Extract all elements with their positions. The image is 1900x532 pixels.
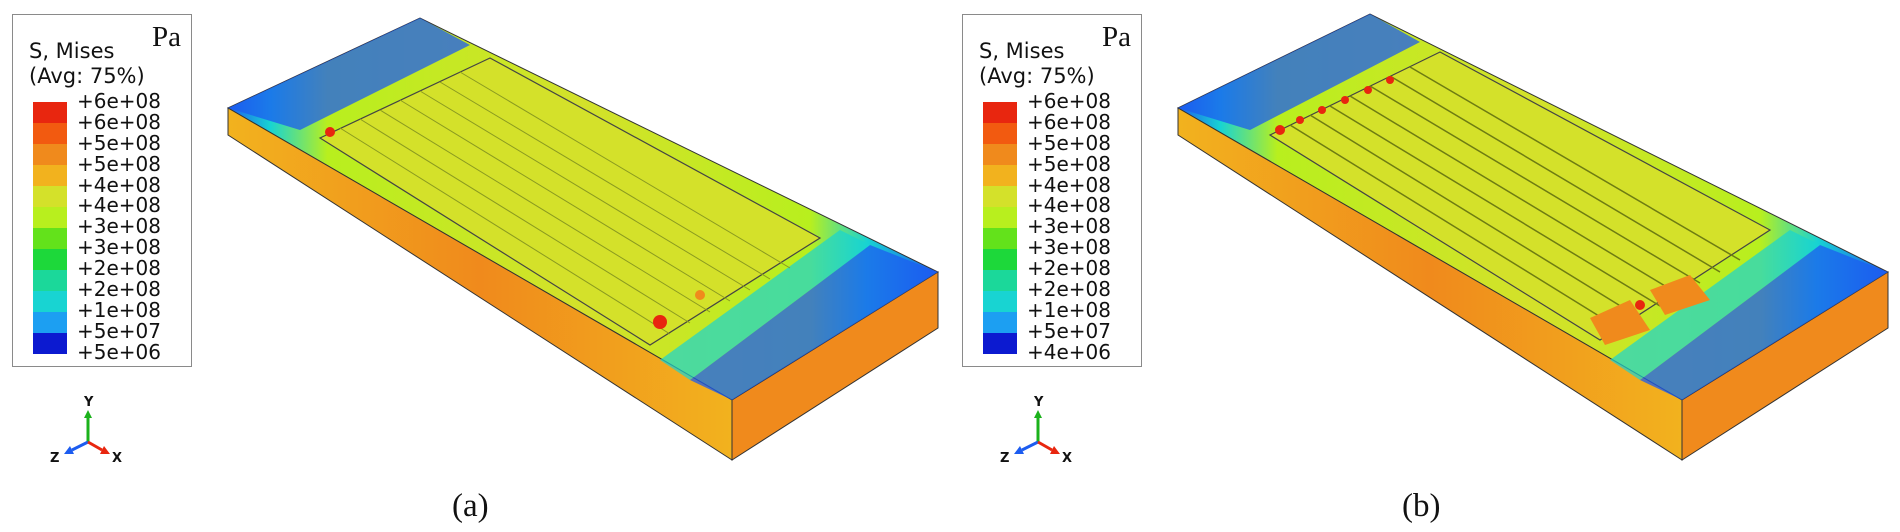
stress-contour-plate-a	[226, 17, 940, 461]
corner-cyan-region	[660, 230, 870, 380]
panel-b: S, Mises (Avg: 75%) Pa +6e+08 +6e+08 +5e…	[950, 0, 1900, 532]
legend-value: +3e+08	[1027, 235, 1111, 260]
plate-right-side	[1681, 271, 1889, 461]
legend-swatch	[33, 249, 67, 270]
legend-value: +6e+08	[77, 109, 161, 134]
legend-swatch	[983, 249, 1017, 270]
legend-swatch	[983, 102, 1017, 123]
legend-swatch	[33, 228, 67, 249]
legend-swatch	[983, 123, 1017, 144]
legend-value: +5e+06	[77, 339, 161, 364]
legend-value: +4e+08	[1027, 172, 1111, 197]
legend-swatch	[33, 333, 67, 354]
legend-swatch	[983, 270, 1017, 291]
corner-cyan-region	[1610, 230, 1820, 380]
panel-label-b: (b)	[1402, 488, 1441, 524]
panel-label-a: (a)	[452, 488, 489, 524]
legend-swatch	[983, 228, 1017, 249]
legend-swatch	[33, 165, 67, 186]
stress-hotspot	[653, 315, 667, 329]
axis-triad-icon: Y Z X	[50, 396, 122, 466]
legend-value: +5e+07	[77, 318, 161, 343]
stress-hotspot	[695, 290, 705, 300]
legend-swatch	[33, 123, 67, 144]
legend-value: +5e+08	[1027, 130, 1111, 155]
legend-swatch	[33, 102, 67, 123]
legend-swatch	[983, 312, 1017, 333]
legend-a: S, Mises (Avg: 75%) Pa +6e+08 +6e+08 +5e…	[12, 14, 192, 367]
stress-contour-plate-b	[1176, 13, 1890, 461]
stress-hotspot	[325, 127, 335, 137]
legend-swatch	[983, 144, 1017, 165]
legend-values: +6e+08 +6e+08 +5e+08 +5e+08 +4e+08 +4e+0…	[1027, 91, 1111, 363]
panel-a: S, Mises (Avg: 75%) Pa +6e+08 +6e+08 +5e…	[12, 14, 940, 524]
legend-swatch	[33, 291, 67, 312]
axis-label-z: Z	[1000, 451, 1009, 466]
legend-value: +3e+08	[77, 214, 161, 239]
legend-swatch	[33, 144, 67, 165]
legend-value: +5e+08	[77, 151, 161, 176]
legend-value: +4e+08	[1027, 193, 1111, 218]
legend-swatch	[33, 270, 67, 291]
legend-value: +2e+08	[77, 277, 161, 302]
channel-orange-regions	[1590, 275, 1710, 345]
legend-color-bar	[33, 102, 67, 354]
legend-value: +6e+08	[77, 89, 161, 113]
corner-low-stress-region	[228, 18, 470, 130]
legend-values: +6e+08 +6e+08 +5e+08 +5e+08 +4e+08 +4e+0…	[77, 91, 161, 363]
axis-label-z: Z	[50, 451, 59, 466]
legend-swatch	[983, 165, 1017, 186]
legend-value: +4e+08	[77, 193, 161, 218]
legend-value: +6e+08	[1027, 109, 1111, 134]
corner-low-stress-region	[1640, 245, 1888, 400]
legend-swatch	[983, 291, 1017, 312]
legend-value: +1e+08	[1027, 297, 1111, 322]
legend-unit: Pa	[1102, 21, 1131, 53]
axis-label-y: Y	[83, 396, 94, 410]
legend-value: +4e+06	[1027, 339, 1111, 364]
legend-value: +5e+08	[77, 130, 161, 155]
legend-value: +2e+08	[77, 256, 161, 281]
legend-value: +6e+08	[1027, 89, 1111, 113]
corner-low-stress-region	[690, 245, 938, 400]
legend-swatch	[33, 186, 67, 207]
legend-b: S, Mises (Avg: 75%) Pa +6e+08 +6e+08 +5e…	[962, 14, 1142, 367]
legend-swatch	[983, 186, 1017, 207]
legend-swatch	[33, 207, 67, 228]
legend-swatch	[33, 312, 67, 333]
legend-value: +5e+07	[1027, 318, 1111, 343]
legend-value: +2e+08	[1027, 256, 1111, 281]
axis-label-x: X	[112, 451, 122, 466]
channel-lines	[1289, 66, 1741, 330]
legend-swatch	[983, 333, 1017, 354]
legend-value: +3e+08	[77, 235, 161, 260]
legend-value: +3e+08	[1027, 214, 1111, 239]
legend-color-bar	[983, 102, 1017, 354]
legend-value: +1e+08	[77, 297, 161, 322]
channel-region	[318, 57, 822, 346]
legend-value: +5e+08	[1027, 151, 1111, 176]
corner-low-stress-region	[1178, 14, 1420, 130]
legend-title: S, Mises (Avg: 75%)	[979, 39, 1095, 88]
legend-swatch	[983, 207, 1017, 228]
axis-triad-icon: Y Z X	[1000, 396, 1072, 466]
axis-label-y: Y	[1033, 396, 1044, 410]
legend-value: +4e+08	[77, 172, 161, 197]
legend-unit: Pa	[152, 21, 181, 53]
axis-label-x: X	[1062, 451, 1072, 466]
legend-title: S, Mises (Avg: 75%)	[29, 39, 145, 88]
channel-lines	[339, 71, 791, 335]
legend-value: +2e+08	[1027, 277, 1111, 302]
